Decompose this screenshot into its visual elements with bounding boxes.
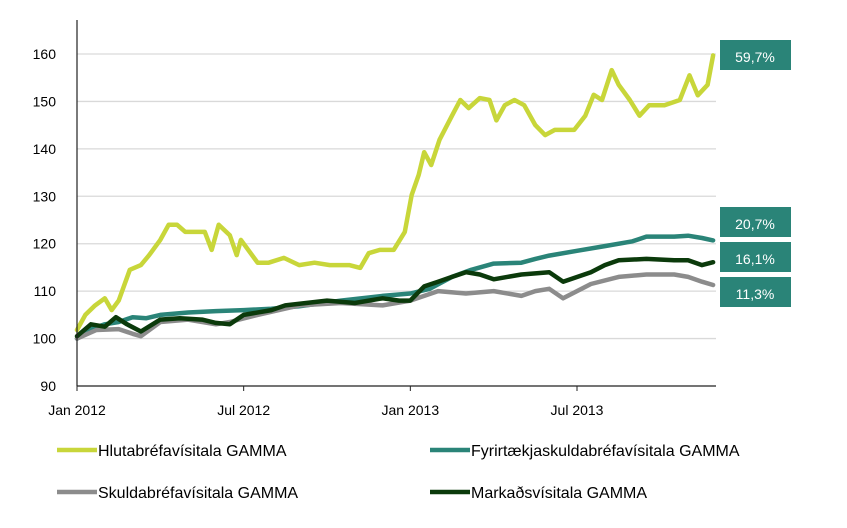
end-label-text: 59,7%	[735, 49, 775, 65]
y-tick-label: 140	[33, 141, 57, 157]
end-label-text: 20,7%	[735, 216, 775, 232]
legend-item: Hlutabréfavísitala GAMMA	[57, 443, 287, 460]
end-label: 59,7%	[720, 40, 791, 70]
end-label-box	[720, 277, 791, 307]
x-tick-label: Jul 2013	[551, 402, 604, 418]
end-labels: 59,7% 20,7% 16,1% 11,3%	[720, 40, 791, 307]
legend-label: Hlutabréfavísitala GAMMA	[98, 443, 287, 460]
end-label-box	[720, 207, 791, 237]
y-tick-label: 120	[33, 236, 57, 252]
end-label: 20,7%	[720, 207, 791, 237]
x-tick-label: Jul 2012	[217, 402, 270, 418]
y-tick-label: 90	[40, 378, 56, 394]
legend-item: Markaðsvísitala GAMMA	[430, 485, 647, 502]
legend-label: Fyrirtækjaskuldabréfavísitala GAMMA	[471, 443, 740, 460]
end-label-box	[720, 40, 791, 70]
end-label: 11,3%	[720, 277, 791, 307]
x-tick-label: Jan 2013	[382, 402, 440, 418]
series-lines	[74, 53, 716, 341]
end-label: 16,1%	[720, 242, 791, 272]
legend-item: Fyrirtækjaskuldabréfavísitala GAMMA	[430, 443, 740, 460]
y-tick-label: 100	[33, 331, 57, 347]
x-tick-label: Jan 2012	[48, 402, 106, 418]
y-axis-ticks: 90 100 110 120 130 140 150 160	[33, 46, 57, 394]
legend-label: Skuldabréfavísitala GAMMA	[98, 485, 298, 502]
y-tick-label: 160	[33, 46, 57, 62]
end-label-text: 11,3%	[736, 286, 775, 302]
y-tick-label: 130	[33, 188, 57, 204]
series-line-0	[74, 53, 716, 333]
legend: Hlutabréfavísitala GAMMA Fyrirtækjaskulda…	[57, 443, 740, 502]
end-label-box	[720, 242, 791, 272]
series-line-2	[74, 272, 716, 341]
y-tick-label: 150	[33, 93, 57, 109]
y-tick-label: 110	[34, 283, 57, 299]
series-line-3	[74, 256, 716, 339]
x-axis-ticks: Jan 2012 Jul 2012 Jan 2013 Jul 2013	[48, 386, 604, 418]
legend-label: Markaðsvísitala GAMMA	[471, 485, 647, 502]
end-label-text: 16,1%	[735, 251, 775, 267]
legend-item: Skuldabréfavísitala GAMMA	[57, 485, 298, 502]
